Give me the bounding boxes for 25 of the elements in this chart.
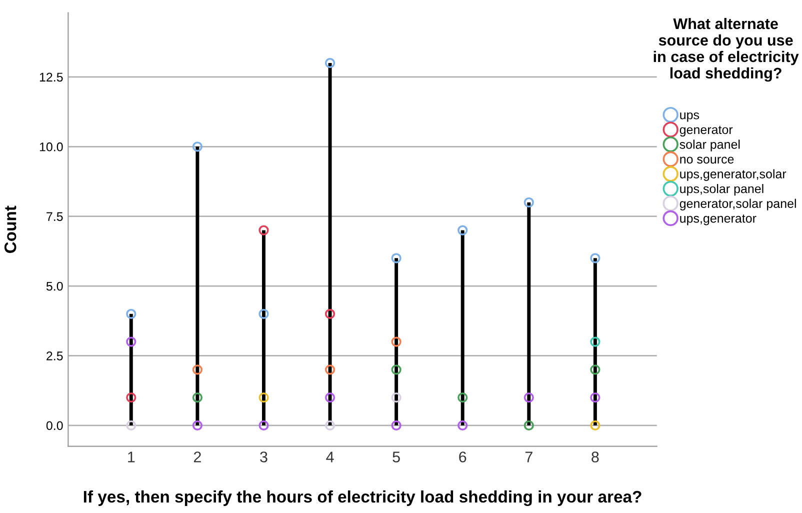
legend-label: no source (680, 156, 734, 164)
y-tick-label: 0.0 (46, 421, 63, 430)
legend-label: ups,solar panel (680, 184, 764, 196)
y-tick-label: 5.0 (46, 282, 63, 291)
x-axis-title: If yes, then specify the hours of electricity load shedding in your area? (84, 490, 642, 506)
x-tick-label: 3 (260, 452, 268, 462)
x-tick-label: 4 (326, 452, 334, 462)
legend-label: ups,generator (680, 214, 756, 226)
x-tick-label: 7 (525, 452, 532, 462)
y-tick-label: 7.5 (46, 212, 63, 221)
y-tick-label: 10.0 (40, 142, 63, 152)
x-tick-label: 8 (592, 452, 599, 462)
x-tick-label: 5 (392, 452, 400, 462)
x-tick-label: 1 (128, 452, 135, 462)
y-tick-label: 2.5 (46, 352, 63, 360)
x-tick-label: 2 (194, 452, 201, 462)
legend-label: generator,solar panel (680, 198, 796, 210)
x-tick-label: 6 (459, 452, 466, 462)
legend-label: ups (680, 112, 700, 122)
legend-label: generator (680, 126, 733, 137)
y-axis-title: Count (4, 206, 16, 253)
legend-label: solar panel (680, 140, 740, 152)
y-tick-label: 12.5 (40, 72, 63, 82)
legend-label: ups,generator,solar (680, 169, 786, 181)
legend-title: What alternate source do you use in case of electricity load shedding? (654, 18, 799, 82)
